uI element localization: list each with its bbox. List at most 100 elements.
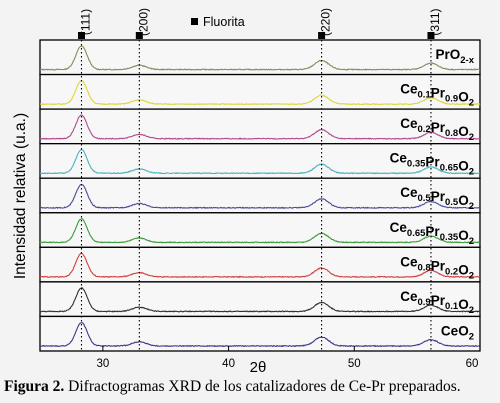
label-element: Ce <box>441 323 459 338</box>
label-element: Ce <box>400 82 418 97</box>
series-label: Ce0.9Pr0.1O2 <box>400 289 474 316</box>
label-subscript: 2-x <box>460 55 474 66</box>
label-element: O <box>458 193 469 208</box>
label-subscript: 0.35 <box>440 232 459 243</box>
label-subscript: 2 <box>469 167 474 178</box>
caption-text: Difractogramas XRD de los catalizadores … <box>64 378 461 395</box>
legend-label: Fluorita <box>203 15 245 29</box>
panel: Ce0.5Pr0.5O2 <box>39 177 481 214</box>
label-element: Pr <box>431 189 446 204</box>
series-label: PrO2-x <box>435 47 474 66</box>
label-subscript: 2 <box>469 331 474 342</box>
label-element: Pr <box>425 155 440 170</box>
series-label: CeO2 <box>441 323 474 342</box>
label-element: Pr <box>425 224 440 239</box>
panel: Ce0.65Pr0.35O2 <box>39 212 481 248</box>
x-axis-label: 2θ <box>250 359 267 376</box>
reflection-label: (220) <box>319 8 333 36</box>
panel: PrO2-x <box>39 39 481 76</box>
panel-frame <box>39 281 481 318</box>
series-line <box>39 217 481 244</box>
reflection-label: (311) <box>428 8 442 35</box>
reflection-label: (111) <box>78 9 92 35</box>
label-element: Ce <box>390 151 408 166</box>
label-subscript: 0.9 <box>445 94 458 105</box>
y-axis-label: Intensidad relativa (u.a.) <box>12 113 29 279</box>
label-subscript: 0.8 <box>445 128 458 139</box>
series-line <box>40 80 481 106</box>
label-subscript: 2 <box>469 270 474 281</box>
figure-caption: Figura 2. Difractogramas XRD de los cata… <box>4 378 500 396</box>
series-label: Ce0.2Pr0.8O2 <box>400 116 474 143</box>
panel: Ce0.1Pr0.9O2 <box>39 73 481 110</box>
label-element: Ce <box>400 185 418 200</box>
series-line <box>39 322 481 348</box>
reflection-marker <box>77 32 85 39</box>
label-subscript: 0.9 <box>417 297 430 308</box>
series-label: Ce0.8Pr0.2O2 <box>400 254 474 281</box>
label-subscript: 0.65 <box>440 163 459 174</box>
series-line <box>39 45 481 71</box>
label-subscript: 0.8 <box>417 262 430 273</box>
label-subscript: 2 <box>469 236 474 247</box>
reflection-marker <box>318 32 326 39</box>
label-subscript: 2 <box>469 132 474 143</box>
label-element: Pr <box>435 47 450 62</box>
series-label: Ce0.65Pr0.35O2 <box>390 220 474 247</box>
series-line <box>39 114 481 140</box>
series-line <box>39 149 481 175</box>
panel: Ce0.35Pr0.65O2 <box>39 143 481 179</box>
x-tick-label: 40 <box>222 358 235 370</box>
label-element: Ce <box>390 220 408 235</box>
x-tick-label: 30 <box>96 358 109 370</box>
label-subscript: 0.35 <box>407 159 426 170</box>
panel-frame <box>39 143 481 179</box>
reflection-marker <box>135 32 143 39</box>
legend-marker <box>191 18 198 25</box>
label-element: O <box>450 47 461 62</box>
series-line <box>39 183 481 210</box>
label-element: Pr <box>431 258 446 273</box>
label-subscript: 2 <box>469 201 474 212</box>
panel: Ce0.2Pr0.8O2 <box>39 108 481 145</box>
x-tick-label: 60 <box>466 358 479 370</box>
label-subscript: 2 <box>469 98 474 109</box>
label-element: O <box>458 323 469 338</box>
series-line <box>39 286 481 313</box>
label-subscript: 0.5 <box>417 193 431 204</box>
label-element: Ce <box>400 254 418 269</box>
x-tick-label: 50 <box>348 358 361 370</box>
panel: CeO2 <box>39 315 481 352</box>
label-subscript: 0.65 <box>407 228 426 239</box>
label-subscript: 0.1 <box>445 301 459 312</box>
panel: Ce0.9Pr0.1O2 <box>39 281 481 318</box>
label-subscript: 0.2 <box>445 266 458 277</box>
label-element: O <box>458 297 469 312</box>
label-subscript: 0.5 <box>445 197 459 208</box>
panel-frame <box>39 177 481 214</box>
label-element: O <box>458 124 469 139</box>
label-element: Ce <box>400 289 418 304</box>
series-line <box>39 252 481 279</box>
label-element: Pr <box>431 120 446 135</box>
series-label: Ce0.35Pr0.65O2 <box>390 151 474 178</box>
panel: Ce0.8Pr0.2O2 <box>39 246 481 283</box>
label-element: Ce <box>400 116 418 131</box>
label-subscript: 0.1 <box>417 90 431 101</box>
series-label: Ce0.5Pr0.5O2 <box>400 185 474 212</box>
panel-frame <box>39 315 481 352</box>
label-element: O <box>458 262 469 277</box>
label-element: O <box>458 228 469 243</box>
label-element: Pr <box>431 86 446 101</box>
label-subscript: 0.2 <box>417 124 430 135</box>
label-element: O <box>458 159 469 174</box>
reflection-marker <box>427 32 435 39</box>
reflection-label: (200) <box>136 8 150 36</box>
caption-label: Figura 2. <box>4 378 65 395</box>
label-subscript: 2 <box>469 305 474 316</box>
series-label: Ce0.1Pr0.9O2 <box>400 82 474 109</box>
label-element: O <box>458 90 469 105</box>
label-element: Pr <box>431 293 446 308</box>
